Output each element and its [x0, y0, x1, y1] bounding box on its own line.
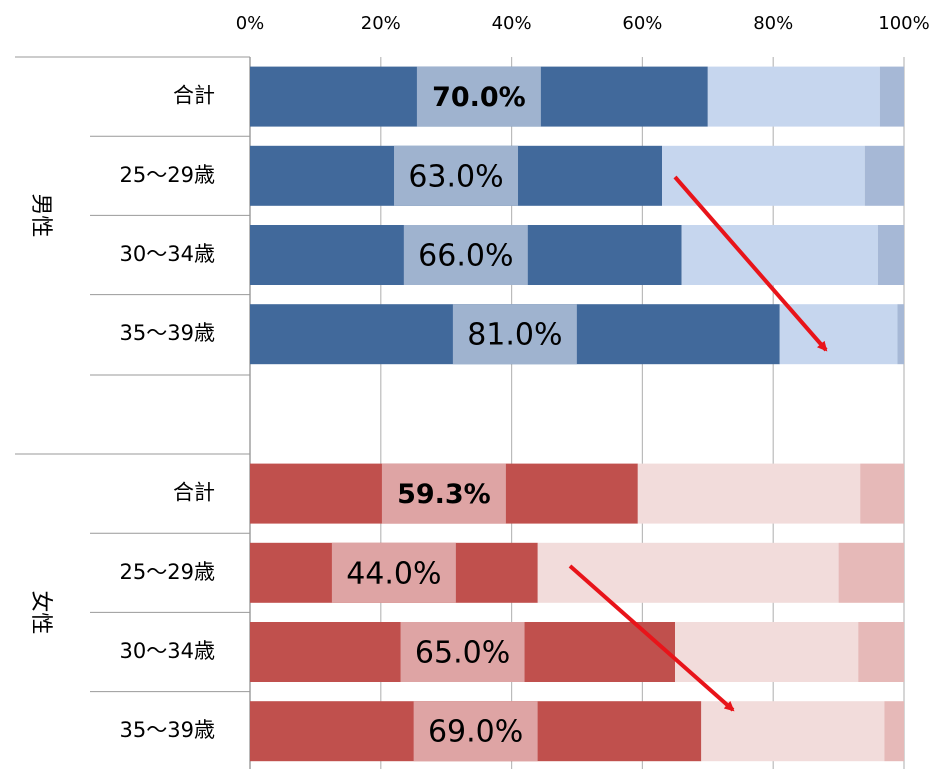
bar-segment [707, 66, 880, 127]
value-label-box [416, 66, 541, 127]
group-label: 男性 [28, 193, 53, 237]
bar-segment [662, 145, 865, 206]
x-tick-label: 40% [492, 13, 532, 34]
value-label: 81.0% [467, 318, 562, 353]
category-label: 25〜29歳 [120, 163, 215, 187]
bar-segment [701, 701, 885, 762]
category-label: 30〜34歳 [120, 242, 215, 266]
bar-segment [675, 622, 859, 682]
x-tick-label: 80% [753, 13, 793, 34]
value-label-box [400, 622, 525, 682]
value-label-box [394, 145, 519, 206]
bar-segment [860, 463, 904, 524]
trend-arrow [673, 175, 828, 352]
bar-segment [637, 463, 861, 524]
bar-segment [864, 145, 904, 206]
value-label-box [381, 463, 506, 524]
x-tick-label: 60% [622, 13, 662, 34]
value-label-box [413, 701, 538, 762]
category-label: 35〜39歳 [120, 718, 215, 742]
x-tick-label: 100% [878, 13, 929, 34]
value-label-box [331, 542, 456, 603]
value-label: 69.0% [428, 715, 523, 750]
bar-segment [537, 542, 839, 603]
category-label: 30〜34歳 [120, 639, 215, 663]
trend-arrow [568, 564, 735, 712]
bar-segment [779, 304, 898, 365]
category-label: 合計 [173, 481, 215, 505]
category-label: 35〜39歳 [120, 321, 215, 345]
bar-segment [897, 304, 904, 365]
value-label: 44.0% [346, 556, 441, 591]
category-label: 合計 [173, 84, 215, 108]
value-label: 65.0% [415, 636, 510, 671]
bar-segment [879, 66, 904, 127]
category-label: 25〜29歳 [120, 560, 215, 584]
value-label: 63.0% [408, 159, 503, 194]
bar-segment [858, 622, 904, 682]
value-label: 59.3% [397, 479, 491, 510]
x-tick-label: 0% [236, 13, 265, 34]
group-label: 女性 [28, 590, 53, 634]
bar-segment [884, 701, 904, 762]
bar-segment [877, 225, 904, 285]
value-label: 70.0% [432, 82, 526, 113]
bar-segment [838, 542, 904, 603]
bar-segment [681, 225, 878, 285]
x-tick-label: 20% [361, 13, 401, 34]
value-label-box [403, 225, 528, 285]
value-label-box [452, 304, 577, 365]
value-label: 66.0% [418, 239, 513, 274]
